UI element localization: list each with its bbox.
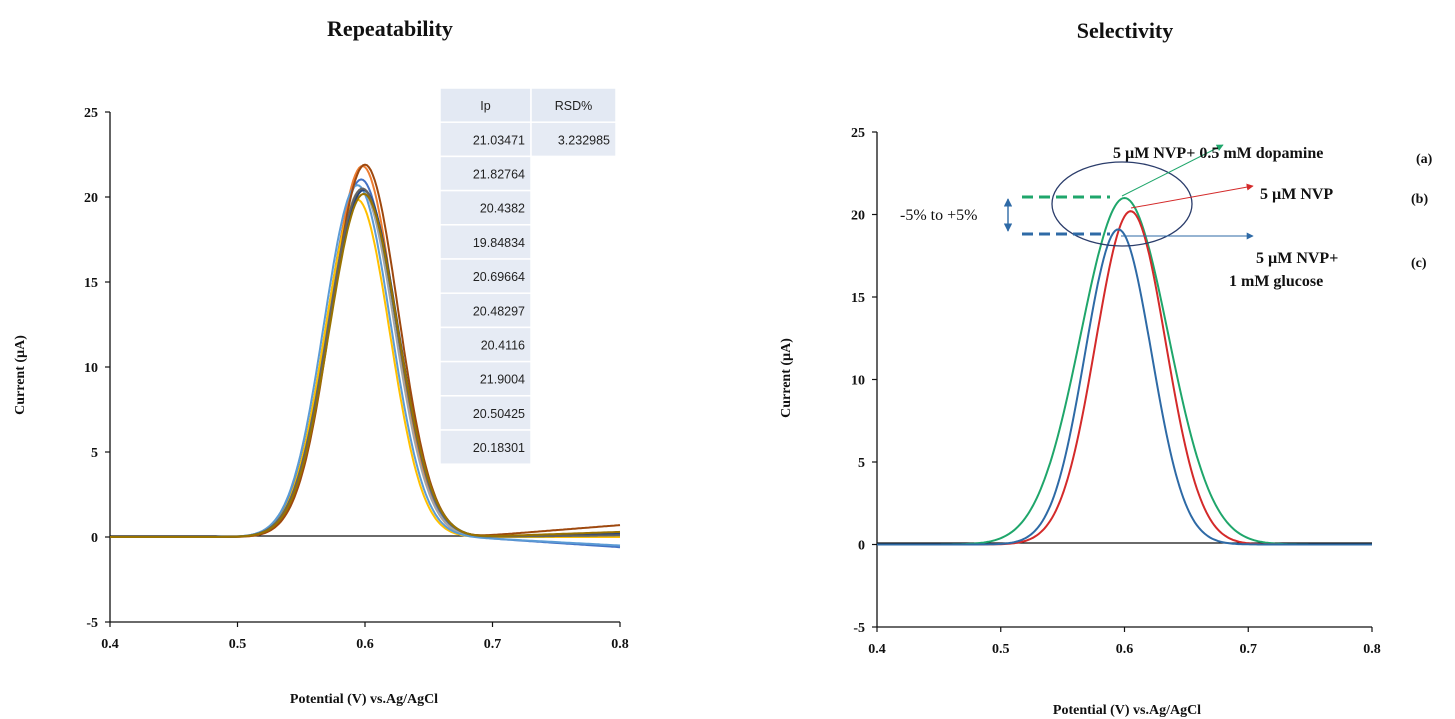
table-value: 19.84834 xyxy=(473,236,525,250)
repeatability-ytick-label: 15 xyxy=(84,276,98,291)
repeatability-series-line xyxy=(110,198,620,538)
table-cell xyxy=(439,155,532,192)
repeatability-series-line xyxy=(110,187,620,538)
tag-a: (a) xyxy=(1416,152,1433,167)
repeatability-xtick-label: 0.6 xyxy=(356,637,374,652)
repeatability-curves xyxy=(110,163,621,549)
table-value: 21.03471 xyxy=(473,133,525,147)
table-value: 20.50425 xyxy=(473,407,525,421)
repeatability-series-line xyxy=(110,187,620,538)
repeatability-series-line xyxy=(110,184,621,547)
selectivity-ytick-label: 5 xyxy=(858,456,865,471)
repeatability-series-line xyxy=(110,164,620,538)
selectivity-ytick-label: 25 xyxy=(851,126,865,141)
table-cell xyxy=(439,121,532,158)
ip-rsd-table: Ip RSD% 21.03471 3.232985 21.82764 20.4382 19.… xyxy=(439,87,617,465)
table-value: 20.4382 xyxy=(480,202,525,216)
tag-c: (c) xyxy=(1411,256,1427,271)
repeatability-ytick-label: 10 xyxy=(84,361,98,376)
repeatability-series-line xyxy=(110,178,621,549)
selectivity-xlabel: Potential (V) vs.Ag/AgCl xyxy=(1053,703,1201,718)
table-value: 21.9004 xyxy=(480,373,525,387)
selectivity-xtick-label: 0.4 xyxy=(868,642,886,657)
arrow-a xyxy=(1121,144,1224,197)
repeatability-title: Repeatability xyxy=(327,16,453,41)
table-value: 20.4116 xyxy=(481,339,525,353)
table-cell xyxy=(439,258,532,294)
table-value: 20.69664 xyxy=(473,270,525,284)
table-header: Ip xyxy=(480,99,490,113)
table-value: 20.18301 xyxy=(473,441,525,455)
selectivity-xtick-label: 0.5 xyxy=(992,642,1010,657)
selectivity-ytick-label: 10 xyxy=(851,374,865,389)
repeatability-xlabel: Potential (V) vs.Ag/AgCl xyxy=(290,692,438,707)
selectivity-ytick-label: -5 xyxy=(853,621,865,636)
table-cell xyxy=(530,121,617,158)
repeatability-ylabel: Current (µA) xyxy=(13,335,28,415)
repeatability-series-line xyxy=(110,188,620,538)
table-value: 20.48297 xyxy=(473,304,525,318)
selectivity-title: Selectivity xyxy=(1076,18,1174,43)
repeatability-series-line xyxy=(110,192,621,538)
repeatability-xtick-label: 0.7 xyxy=(484,637,502,652)
repeatability-ytick-label: -5 xyxy=(86,616,98,631)
repeatability-series-line xyxy=(110,189,620,538)
label-a: 5 µM NVP+ 0.5 mM dopamine xyxy=(1113,145,1323,162)
selectivity-ylabel: Current (µA) xyxy=(779,338,794,418)
repeatability-series-line xyxy=(110,163,621,538)
selectivity-series-line xyxy=(877,228,1372,546)
peak-ellipse xyxy=(1051,161,1193,247)
table-header: RSD% xyxy=(555,99,593,113)
selectivity-ytick-label: 15 xyxy=(851,291,865,306)
table-cell xyxy=(439,429,532,465)
table-value: 3.232985 xyxy=(558,133,610,147)
repeatability-xtick-label: 0.8 xyxy=(611,637,629,652)
repeatability-xtick-label: 0.5 xyxy=(229,637,247,652)
range-label: -5% to +5% xyxy=(900,207,977,224)
repeatability-ytick-label: 0 xyxy=(91,531,98,546)
tag-b: (b) xyxy=(1411,192,1428,207)
table-cell xyxy=(439,224,532,260)
arrow-b xyxy=(1130,183,1254,209)
selectivity-ytick-label: 20 xyxy=(851,209,865,224)
selectivity-xtick-label: 0.8 xyxy=(1363,642,1381,657)
table-cell xyxy=(439,395,532,431)
repeatability-ytick-label: 5 xyxy=(91,446,98,461)
selectivity-ytick-label: 0 xyxy=(858,539,865,554)
selectivity-xtick-label: 0.6 xyxy=(1116,642,1134,657)
label-c-line1: 5 µM NVP+ xyxy=(1256,250,1338,267)
table-value: 21.82764 xyxy=(473,168,525,182)
label-c-line2: 1 mM glucose xyxy=(1229,273,1323,290)
label-b: 5 µM NVP xyxy=(1260,186,1333,203)
repeatability-ytick-label: 20 xyxy=(84,191,98,206)
selectivity-curves xyxy=(877,196,1372,546)
repeatability-xtick-label: 0.4 xyxy=(101,637,119,652)
repeatability-ytick-label: 25 xyxy=(84,106,98,121)
selectivity-xtick-label: 0.7 xyxy=(1240,642,1258,657)
table-cell xyxy=(439,360,532,397)
